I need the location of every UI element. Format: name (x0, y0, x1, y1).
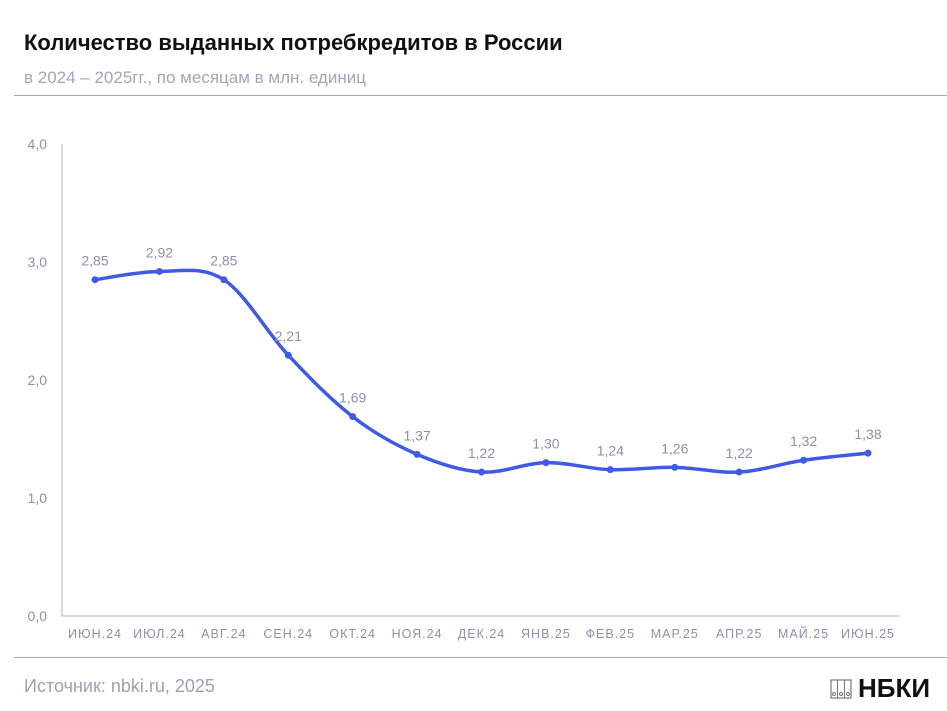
data-point (155, 267, 163, 275)
data-point (606, 466, 614, 474)
y-tick-label: 3,0 (28, 254, 48, 270)
x-tick-label: СЕН.24 (263, 627, 313, 641)
x-tick-label: ДЕК.24 (458, 627, 505, 641)
data-label: 2,92 (146, 244, 173, 260)
x-tick-label: АПР.25 (716, 627, 763, 641)
x-tick-label: ЯНВ.25 (521, 627, 571, 641)
data-point (284, 351, 292, 359)
data-label: 1,22 (468, 445, 495, 461)
header-divider (14, 95, 947, 96)
x-tick-label: МАЙ.25 (778, 626, 829, 641)
logo-icon (830, 678, 852, 699)
footer-divider (14, 657, 947, 658)
x-tick-label: ИЮН.24 (68, 627, 122, 641)
data-point (478, 468, 485, 476)
data-label: 2,85 (210, 253, 237, 269)
y-tick-label: 0,0 (28, 608, 48, 624)
y-tick-label: 2,0 (28, 372, 48, 388)
x-tick-label: АВГ.24 (201, 627, 246, 641)
nbki-logo: НБКИ (830, 673, 930, 704)
source-text: Источник: nbki.ru, 2025 (24, 676, 215, 696)
chart-title: Количество выданных потребкредитов в Рос… (24, 30, 563, 55)
x-tick-label: ИЮЛ.24 (133, 627, 186, 641)
data-point (864, 449, 872, 457)
data-label: 1,26 (661, 440, 688, 456)
data-point (735, 468, 743, 476)
data-point (220, 276, 228, 284)
x-tick-label: МАР.25 (651, 627, 699, 641)
logo-text: НБКИ (858, 673, 931, 703)
series-line (93, 268, 870, 474)
data-label: 2,85 (81, 253, 108, 269)
data-point (91, 276, 99, 284)
data-point (542, 459, 550, 467)
data-point (413, 450, 421, 458)
data-point (800, 456, 808, 464)
data-point (671, 463, 679, 471)
data-label: 1,69 (339, 390, 366, 406)
x-tick-label: ФЕВ.25 (586, 627, 636, 641)
line-chart: 0,0 1,0 2,0 3,0 4,0 ИЮН.24 ИЮЛ.24 АВГ.24 СЕН.24 О… (28, 136, 900, 641)
data-label: 1,22 (726, 445, 753, 461)
data-label: 2,21 (275, 328, 302, 344)
x-tick-label: ИЮН.25 (841, 627, 895, 641)
data-label: 1,32 (790, 433, 817, 449)
data-label: 1,24 (597, 443, 624, 459)
y-tick-label: 4,0 (28, 136, 48, 152)
data-point (349, 413, 357, 421)
x-tick-label: НОЯ.24 (392, 627, 443, 641)
data-label: 1,37 (403, 427, 430, 443)
chart-subtitle: в 2024 – 2025гг., по месяцам в млн. един… (24, 68, 366, 87)
x-tick-label: ОКТ.24 (329, 627, 376, 641)
data-label: 1,38 (854, 426, 881, 442)
y-tick-label: 1,0 (28, 490, 48, 506)
data-label: 1,30 (532, 436, 559, 452)
